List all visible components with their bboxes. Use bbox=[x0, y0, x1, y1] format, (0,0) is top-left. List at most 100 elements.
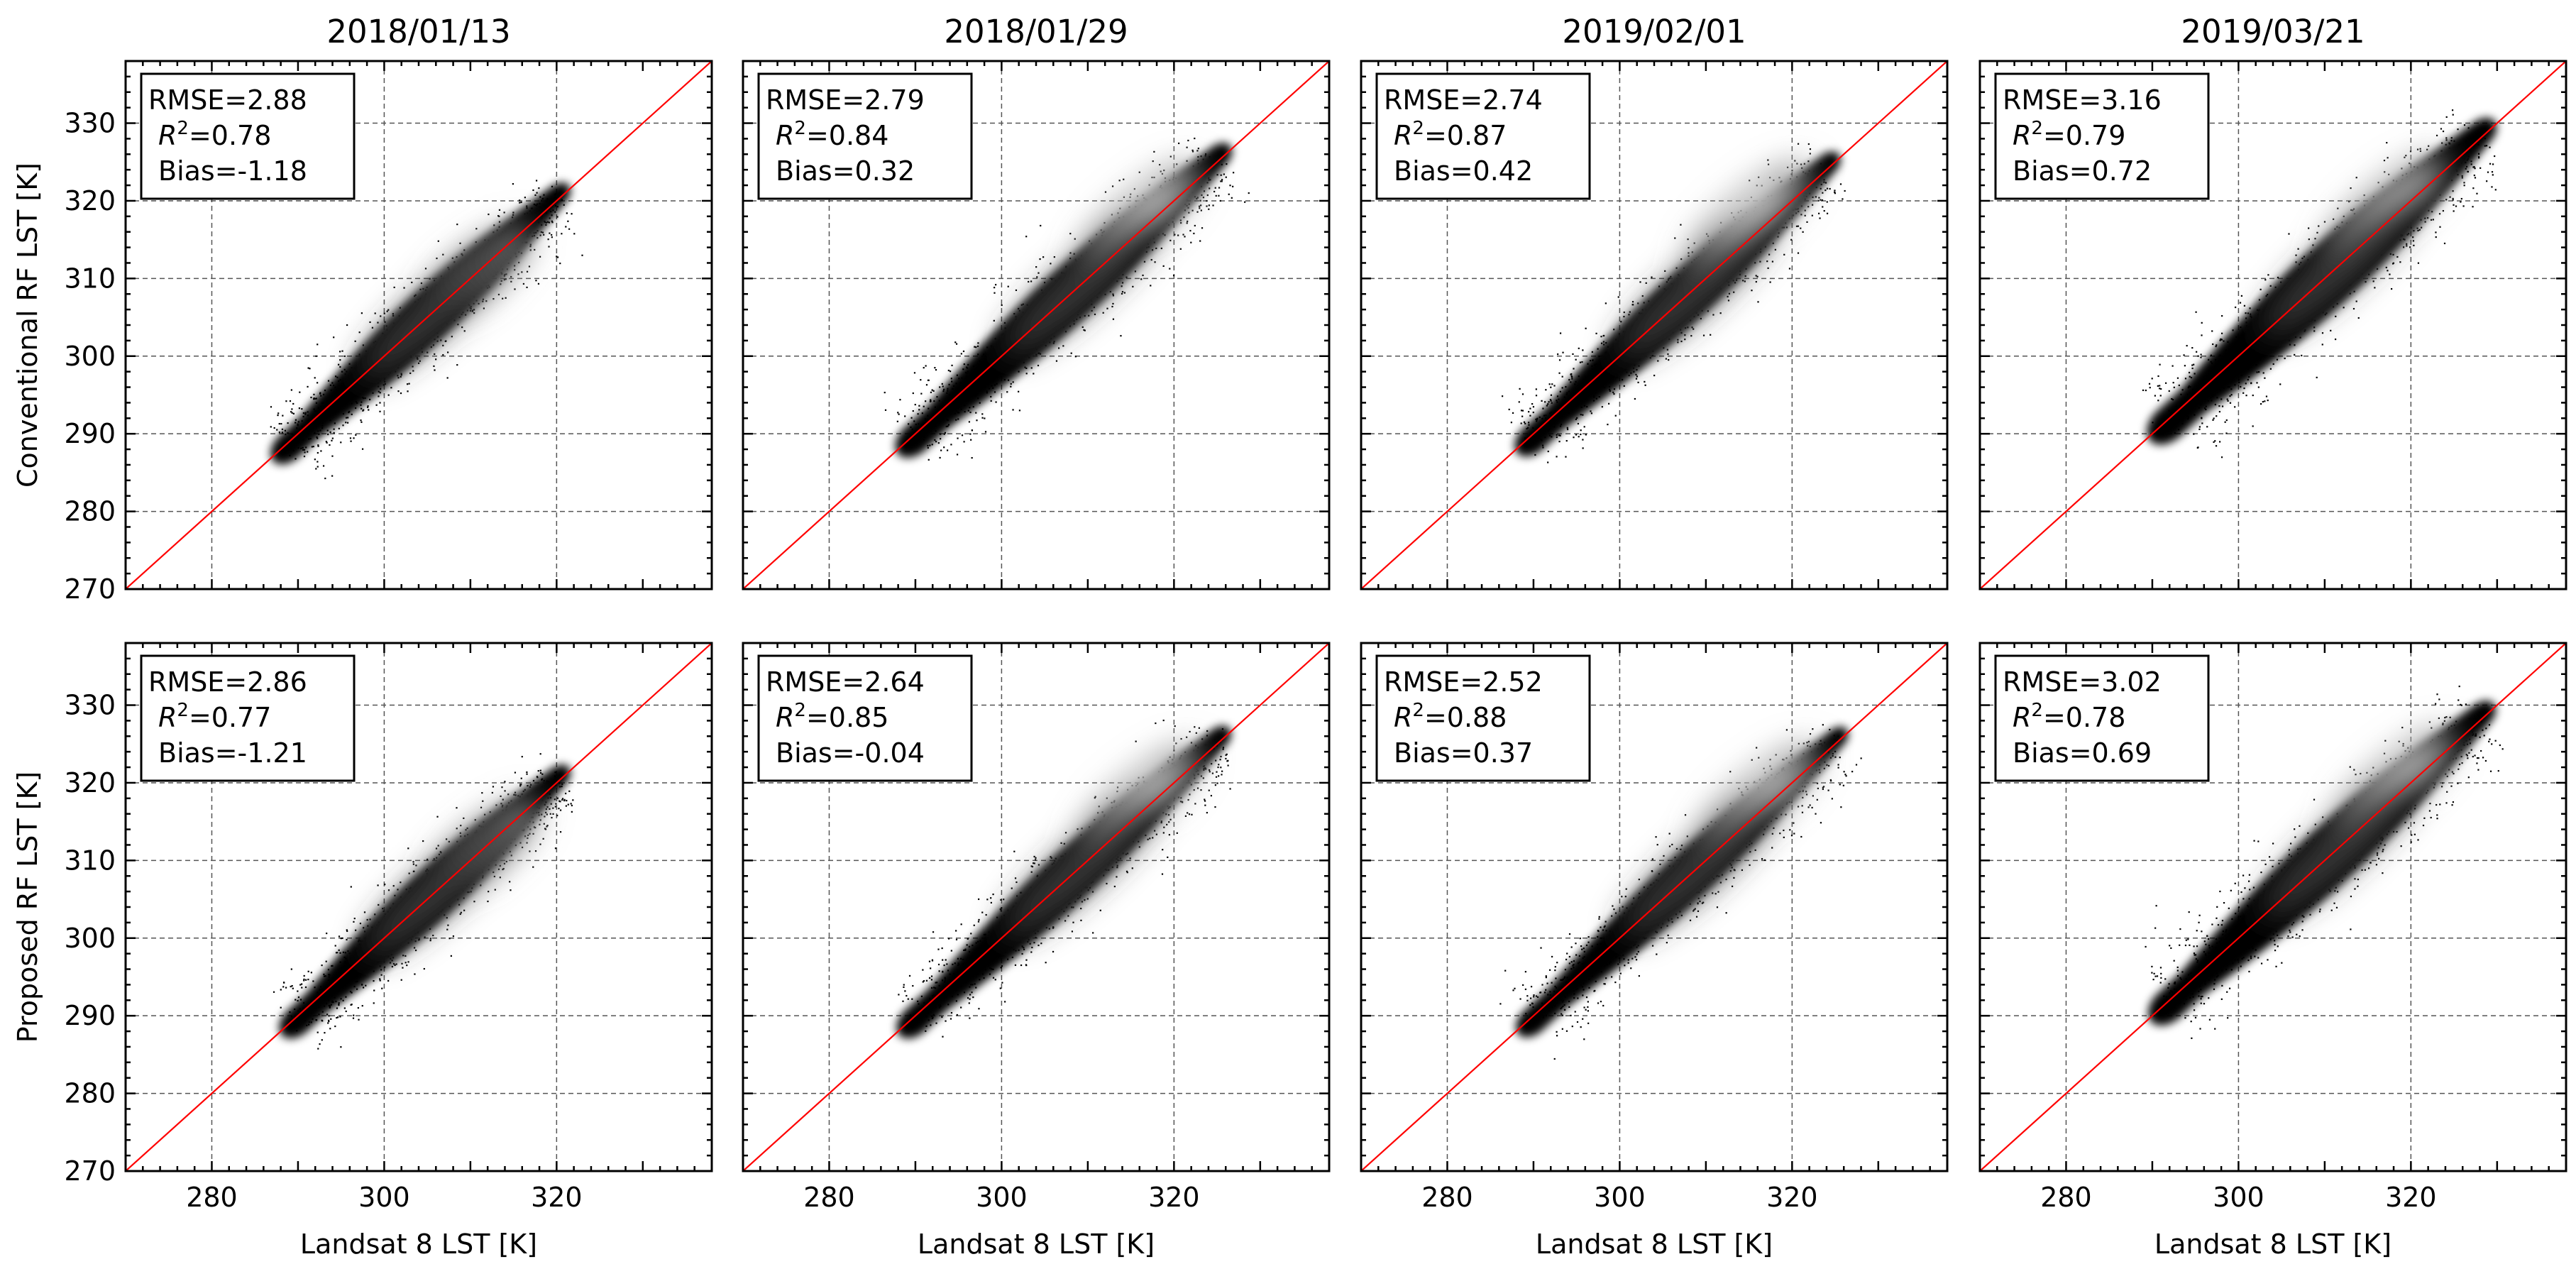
one-to-one-line bbox=[126, 61, 712, 589]
one-to-one-line bbox=[1980, 643, 2566, 1171]
x-axis-label: Landsat 8 LST [K] bbox=[1536, 1229, 1773, 1260]
rmse-label: RMSE=2.52 bbox=[1384, 666, 1543, 698]
bias-label: Bias=-1.18 bbox=[158, 155, 307, 187]
one-to-one-line bbox=[1361, 643, 1947, 1171]
bottom-xlabels: Landsat 8 LST [K] Landsat 8 LST [K] Landsa… bbox=[300, 1229, 2391, 1260]
r2-label: R2=0.79 bbox=[2013, 118, 2125, 151]
rmse-label: RMSE=2.88 bbox=[148, 84, 307, 116]
panel-frame bbox=[742, 60, 1331, 590]
bias-label: Bias=0.37 bbox=[1394, 737, 1533, 769]
r2-label: R2=0.77 bbox=[158, 700, 271, 733]
density-cloud bbox=[2142, 109, 2497, 458]
bias-label: Bias=0.69 bbox=[2013, 737, 2152, 769]
column-titles: 2018/01/13 2018/01/29 2019/02/01 2019/03/21 bbox=[326, 13, 2365, 50]
x-tick-label: 300 bbox=[358, 1182, 410, 1213]
rmse-label: RMSE=2.86 bbox=[148, 666, 307, 698]
one-to-one-line bbox=[126, 643, 712, 1171]
r2-label: R2=0.87 bbox=[1394, 118, 1507, 151]
y-tick-label: 280 bbox=[64, 1078, 116, 1109]
rmse-label: RMSE=2.64 bbox=[766, 666, 925, 698]
bias-label: Bias=-0.04 bbox=[776, 737, 925, 769]
x-tick-label: 320 bbox=[1148, 1182, 1200, 1213]
y-tick-label: 270 bbox=[64, 573, 116, 605]
x-axis-label: Landsat 8 LST [K] bbox=[300, 1229, 537, 1260]
y-tick-label: 290 bbox=[64, 1000, 116, 1031]
panel-frame bbox=[742, 642, 1331, 1172]
y-tick-label: 280 bbox=[64, 496, 116, 527]
x-tick-label: 280 bbox=[186, 1182, 238, 1213]
x-tick-label: 320 bbox=[2385, 1182, 2437, 1213]
r2-label: R2=0.78 bbox=[2013, 700, 2125, 733]
column-title: 2019/03/21 bbox=[2181, 13, 2365, 50]
bias-label: Bias=0.72 bbox=[2013, 155, 2152, 187]
r2-label: R2=0.78 bbox=[158, 118, 271, 151]
y-tick-label: 310 bbox=[64, 263, 116, 294]
bias-label: Bias=0.42 bbox=[1394, 155, 1533, 187]
panel-frame bbox=[124, 642, 713, 1172]
x-axis-label: Landsat 8 LST [K] bbox=[2154, 1229, 2391, 1260]
x-tick-label: 280 bbox=[1421, 1182, 1473, 1213]
y-tick-label: 310 bbox=[64, 845, 116, 876]
one-to-one-line bbox=[1980, 61, 2566, 589]
rmse-label: RMSE=3.16 bbox=[2003, 84, 2162, 116]
y-tick-label: 300 bbox=[64, 923, 116, 954]
r2-label: R2=0.84 bbox=[776, 118, 888, 151]
x-tick-label: 280 bbox=[2040, 1182, 2092, 1213]
panel-frame bbox=[1360, 642, 1949, 1172]
one-to-one-line bbox=[743, 61, 1329, 589]
panel-frame bbox=[1978, 642, 2567, 1172]
grid bbox=[1361, 643, 1947, 1171]
x-axis-label: Landsat 8 LST [K] bbox=[918, 1229, 1155, 1260]
panel-frame bbox=[1978, 60, 2567, 590]
y-tick-label: 330 bbox=[64, 108, 116, 139]
y-tick-label: 270 bbox=[64, 1155, 116, 1187]
column-title: 2019/02/01 bbox=[1562, 13, 1746, 50]
y-tick-label: 290 bbox=[64, 418, 116, 449]
row-ylabels: Conventional RF LST [K] Proposed RF LST [… bbox=[12, 163, 43, 1043]
ticks bbox=[126, 61, 712, 589]
one-to-one-line bbox=[743, 643, 1329, 1171]
bias-label: Bias=0.32 bbox=[776, 155, 915, 187]
rmse-label: RMSE=2.79 bbox=[766, 84, 925, 116]
x-tick-label: 320 bbox=[531, 1182, 583, 1213]
rmse-label: RMSE=2.74 bbox=[1384, 84, 1543, 116]
grid bbox=[743, 643, 1329, 1171]
y-tick-label: 320 bbox=[64, 185, 116, 216]
y-tick-label: 320 bbox=[64, 767, 116, 798]
panel-frame bbox=[1360, 60, 1949, 590]
panel-r1-c0: 270 280 290 300 310 320 330 280 300 320 RMSE=2.86R… bbox=[64, 642, 713, 1213]
x-tick-label: 300 bbox=[976, 1182, 1028, 1213]
column-title: 2018/01/29 bbox=[944, 13, 1128, 50]
x-tick-label: 320 bbox=[1766, 1182, 1818, 1213]
y-axis-label: Conventional RF LST [K] bbox=[12, 163, 43, 488]
one-to-one-line bbox=[1361, 61, 1947, 589]
rmse-label: RMSE=3.02 bbox=[2003, 666, 2162, 698]
y-axis-label: Proposed RF LST [K] bbox=[12, 771, 43, 1043]
r2-label: R2=0.85 bbox=[776, 700, 888, 733]
bias-label: Bias=-1.21 bbox=[158, 737, 307, 769]
x-tick-label: 280 bbox=[803, 1182, 855, 1213]
x-tick-label: 300 bbox=[2213, 1182, 2264, 1213]
r2-label: R2=0.88 bbox=[1394, 700, 1507, 733]
x-tick-label: 300 bbox=[1594, 1182, 1646, 1213]
panel-grid: 270280290300310320330RMSE=2.88R2=0.78Bia… bbox=[64, 60, 2567, 1213]
y-tick-label: 330 bbox=[64, 690, 116, 721]
column-title: 2018/01/13 bbox=[326, 13, 510, 50]
y-tick-label: 300 bbox=[64, 341, 116, 372]
